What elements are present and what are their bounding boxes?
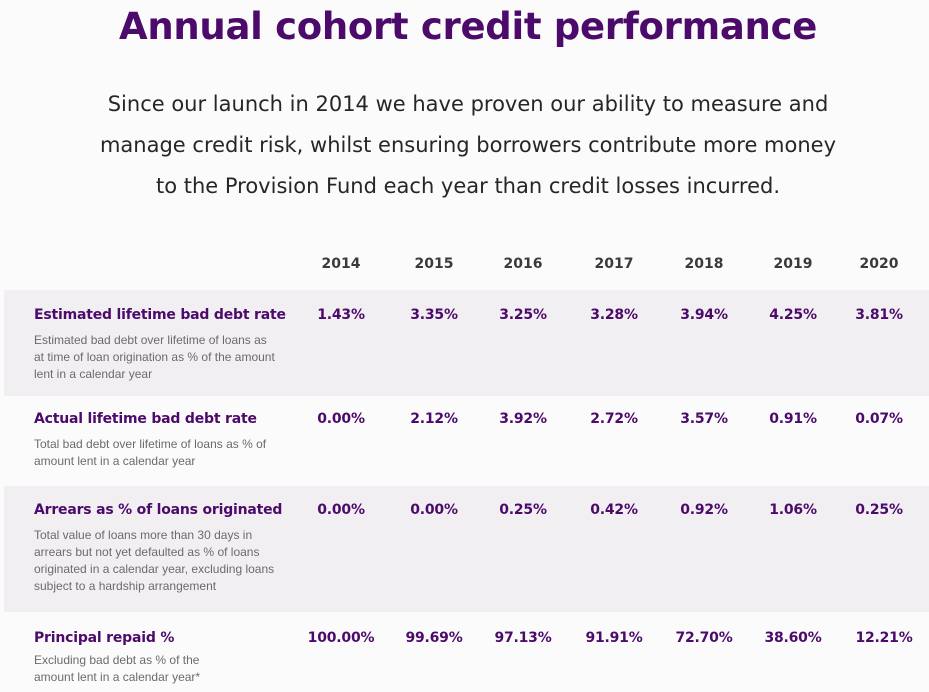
year-header: 2019 — [773, 256, 813, 272]
metric-description: Estimated bad debt over lifetime of loan… — [34, 333, 275, 381]
table-cell: 4.25% — [769, 307, 817, 323]
table-cell: 0.07% — [855, 411, 903, 427]
table-row: Estimated lifetime bad debt rate Estimat… — [4, 290, 929, 396]
table-row: Principal repaid % Excluding bad debt as… — [4, 612, 929, 692]
table-cell: 2.12% — [410, 411, 458, 427]
table-cell: 97.13% — [494, 630, 552, 646]
table-cell: 3.35% — [410, 307, 458, 323]
table-cell: 2.72% — [590, 411, 638, 427]
table-row: Actual lifetime bad debt rate Total bad … — [4, 396, 929, 486]
table-cell: 0.00% — [317, 502, 365, 518]
intro-line: Since our launch in 2014 we have proven … — [107, 92, 829, 116]
year-header: 2020 — [859, 256, 899, 272]
table-cell: 100.00% — [307, 630, 375, 646]
table-cell: 1.43% — [317, 307, 365, 323]
table-cell: 3.81% — [855, 307, 903, 323]
year-header: 2015 — [414, 256, 454, 272]
metric-description: Excluding bad debt as % of the amount le… — [34, 653, 201, 684]
year-header: 2017 — [594, 256, 634, 272]
table-cell: 0.42% — [590, 502, 638, 518]
metric-description: Total bad debt over lifetime of loans as… — [34, 437, 267, 468]
table-cell: 0.92% — [680, 502, 728, 518]
metric-name: Principal repaid % — [34, 630, 175, 646]
table-cell: 12.21% — [855, 630, 913, 646]
table-cell: 38.60% — [764, 630, 822, 646]
page-title: Annual cohort credit performance — [118, 5, 817, 48]
metric-description: Total value of loans more than 30 days i… — [34, 528, 275, 593]
table-cell: 3.25% — [499, 307, 547, 323]
intro-line: manage credit risk, whilst ensuring borr… — [99, 133, 837, 157]
intro-paragraph: Since our launch in 2014 we have proven … — [40, 84, 896, 207]
year-header: 2016 — [503, 256, 543, 272]
table-cell: 1.06% — [769, 502, 817, 518]
table-row: Arrears as % of loans originated Total v… — [4, 486, 929, 612]
table-cell: 91.91% — [585, 630, 643, 646]
table-cell: 0.00% — [317, 411, 365, 427]
table-cell: 3.28% — [590, 307, 638, 323]
table-cell: 0.00% — [410, 502, 458, 518]
metric-name: Actual lifetime bad debt rate — [34, 411, 257, 427]
table-cell: 0.25% — [855, 502, 903, 518]
table-cell: 0.91% — [769, 411, 817, 427]
table-cell: 99.69% — [405, 630, 463, 646]
intro-line: to the Provision Fund each year than cre… — [155, 174, 781, 198]
metric-name: Estimated lifetime bad debt rate — [34, 307, 286, 323]
table-cell: 3.94% — [680, 307, 728, 323]
table-cell: 72.70% — [675, 630, 733, 646]
year-header: 2018 — [684, 256, 724, 272]
table-cell: 0.25% — [499, 502, 547, 518]
table-cell: 3.92% — [499, 411, 547, 427]
metric-name: Arrears as % of loans originated — [34, 502, 283, 518]
year-header: 2014 — [321, 256, 361, 272]
table-cell: 3.57% — [680, 411, 728, 427]
